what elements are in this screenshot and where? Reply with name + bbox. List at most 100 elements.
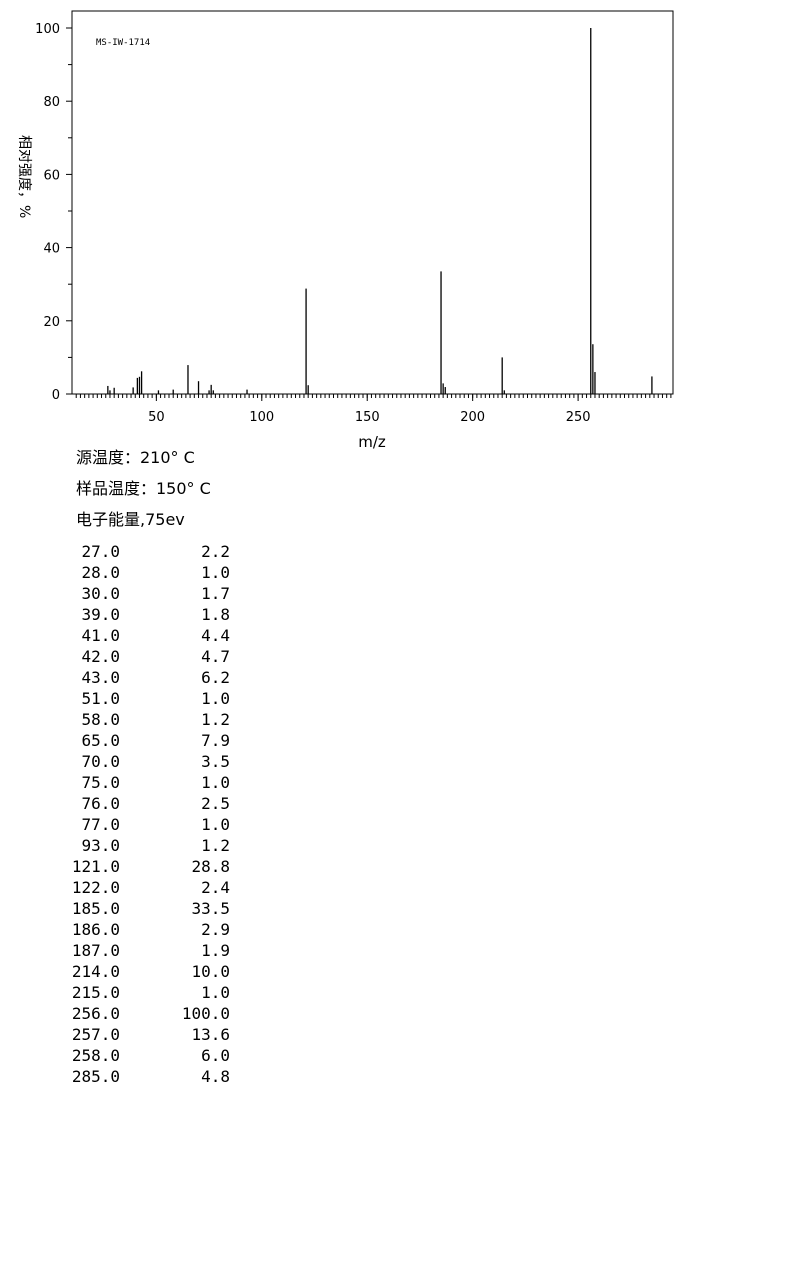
peak-abundance: 1.0: [201, 983, 230, 1002]
peak-mz: 28.0: [81, 563, 120, 582]
peak-abundance: 3.5: [201, 752, 230, 771]
peak-abundance: 100.0: [181, 1004, 230, 1023]
y-tick-label: 80: [43, 95, 60, 110]
y-tick-label: 0: [52, 388, 60, 403]
peak-mz: 187.0: [71, 941, 120, 960]
peak-abundance: 33.5: [191, 899, 230, 918]
peak-row: 75.0 1.0: [60, 772, 230, 793]
x-axis-label: m/z: [358, 433, 386, 451]
peak-row: 70.0 3.5: [60, 751, 230, 772]
electron-energy: 电子能量,75ev: [76, 510, 185, 529]
y-tick-label: 100: [35, 22, 60, 37]
peak-row: 93.0 1.2: [60, 835, 230, 856]
peak-row: 186.0 2.9: [60, 919, 230, 940]
peak-abundance: 4.4: [201, 626, 230, 645]
peak-mz: 186.0: [71, 920, 120, 939]
x-tick-label: 200: [460, 410, 485, 425]
sample-temperature: 样品温度：150° C: [76, 479, 211, 498]
peak-abundance: 1.0: [201, 689, 230, 708]
peak-row: 42.0 4.7: [60, 646, 230, 667]
y-tick-label: 40: [43, 242, 60, 257]
y-axis-ticks: 0 20 40 60 80 100: [35, 22, 72, 403]
peak-abundance: 1.0: [201, 563, 230, 582]
peak-mz: 76.0: [81, 794, 120, 813]
peak-mz: 75.0: [81, 773, 120, 792]
y-axis-label: 相对强度，%: [16, 135, 32, 218]
peak-abundance: 1.0: [201, 815, 230, 834]
peak-abundance: 1.9: [201, 941, 230, 960]
peak-row: 214.0 10.0: [60, 961, 230, 982]
peak-mz: 122.0: [71, 878, 120, 897]
peak-row: 122.0 2.4: [60, 877, 230, 898]
peak-mz: 43.0: [81, 668, 120, 687]
peak-row: 256.0 100.0: [60, 1003, 230, 1024]
peak-mz: 39.0: [81, 605, 120, 624]
peak-abundance: 6.2: [201, 668, 230, 687]
peak-mz: 121.0: [71, 857, 120, 876]
peak-abundance: 10.0: [191, 962, 230, 981]
peak-table: 27.0 2.2 28.0 1.0 30.0 1.7 39.0 1.8 41.0 4.4 42.0 4…: [60, 541, 230, 1087]
peak-abundance: 2.2: [201, 542, 230, 561]
peak-abundance: 6.0: [201, 1046, 230, 1065]
y-tick-label: 60: [43, 168, 60, 183]
peak-mz: 30.0: [81, 584, 120, 603]
peak-row: 285.0 4.8: [60, 1066, 230, 1087]
peak-mz: 65.0: [81, 731, 120, 750]
peak-mz: 214.0: [71, 962, 120, 981]
y-tick-label: 20: [43, 315, 60, 330]
plot-frame: [71, 10, 674, 395]
peak-mz: 77.0: [81, 815, 120, 834]
peak-row: 185.0 33.5: [60, 898, 230, 919]
mass-spectrum-chart: MS-IW-1714 0 20 40 60 80 100 50 100 150 200 250 m…: [16, 10, 674, 451]
source-temperature: 源温度：210° C: [76, 448, 195, 467]
peak-mz: 257.0: [71, 1025, 120, 1044]
peak-abundance: 1.2: [201, 836, 230, 855]
peak-abundance: 4.8: [201, 1067, 230, 1086]
peak-row: 27.0 2.2: [60, 541, 230, 562]
peak-abundance: 1.0: [201, 773, 230, 792]
peak-abundance: 1.2: [201, 710, 230, 729]
peak-abundance: 2.4: [201, 878, 230, 897]
peak-row: 258.0 6.0: [60, 1045, 230, 1066]
peak-row: 65.0 7.9: [60, 730, 230, 751]
peak-mz: 42.0: [81, 647, 120, 666]
x-tick-label: 150: [355, 410, 380, 425]
spectrum-peaks: [107, 28, 653, 394]
peak-row: 43.0 6.2: [60, 667, 230, 688]
peak-row: 30.0 1.7: [60, 583, 230, 604]
peak-row: 187.0 1.9: [60, 940, 230, 961]
peak-mz: 51.0: [81, 689, 120, 708]
spectrum-id-label: MS-IW-1714: [96, 38, 150, 48]
peak-row: 58.0 1.2: [60, 709, 230, 730]
peak-mz: 93.0: [81, 836, 120, 855]
x-tick-label: 50: [148, 410, 165, 425]
peak-abundance: 28.8: [191, 857, 230, 876]
peak-row: 77.0 1.0: [60, 814, 230, 835]
peak-abundance: 2.9: [201, 920, 230, 939]
peak-mz: 27.0: [81, 542, 120, 561]
peak-abundance: 2.5: [201, 794, 230, 813]
x-tick-label: 100: [249, 410, 274, 425]
x-axis-ticks: 50 100 150 200 250: [148, 394, 591, 425]
peak-mz: 70.0: [81, 752, 120, 771]
peak-abundance: 4.7: [201, 647, 230, 666]
peak-mz: 41.0: [81, 626, 120, 645]
peak-row: 51.0 1.0: [60, 688, 230, 709]
peak-abundance: 7.9: [201, 731, 230, 750]
peak-abundance: 13.6: [191, 1025, 230, 1044]
peak-mz: 285.0: [71, 1067, 120, 1086]
peak-abundance: 1.7: [201, 584, 230, 603]
x-minor-ticks: [75, 394, 672, 398]
peak-mz: 185.0: [71, 899, 120, 918]
peak-row: 257.0 13.6: [60, 1024, 230, 1045]
peak-row: 41.0 4.4: [60, 625, 230, 646]
x-tick-label: 250: [566, 410, 591, 425]
peak-mz: 258.0: [71, 1046, 120, 1065]
peak-mz: 256.0: [71, 1004, 120, 1023]
peak-row: 76.0 2.5: [60, 793, 230, 814]
peak-mz: 215.0: [71, 983, 120, 1002]
peak-row: 39.0 1.8: [60, 604, 230, 625]
peak-row: 215.0 1.0: [60, 982, 230, 1003]
peak-abundance: 1.8: [201, 605, 230, 624]
peak-mz: 58.0: [81, 710, 120, 729]
